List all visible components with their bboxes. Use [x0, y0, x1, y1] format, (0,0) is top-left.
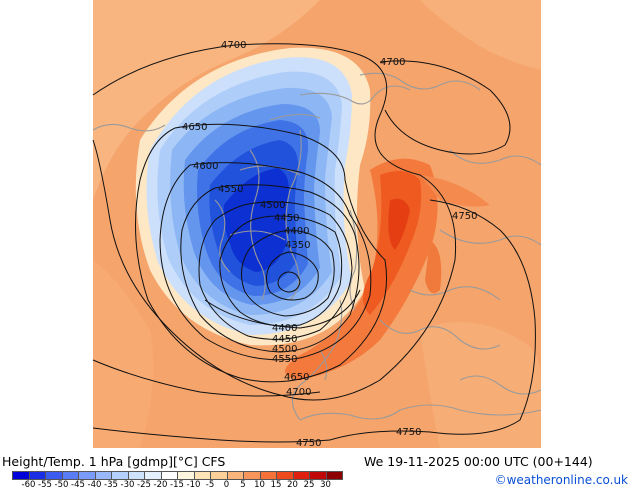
legend-swatch	[177, 471, 195, 480]
legend-tick-label: -5	[205, 480, 215, 490]
legend-swatch	[243, 471, 261, 480]
legend-tick-label: 20	[287, 480, 298, 490]
legend-swatch	[292, 471, 310, 480]
height-contours	[92, 43, 536, 443]
legend-swatch	[28, 471, 46, 480]
legend-swatch	[45, 471, 63, 480]
legend-swatch	[259, 471, 277, 480]
legend-swatch	[12, 471, 30, 480]
legend-tick-label: 30	[320, 480, 331, 490]
contour-label: 4650	[284, 372, 309, 383]
contour-label: 4400	[284, 226, 309, 237]
product-title: Height/Temp. 1 hPa [gdmp][°C] CFS	[2, 454, 226, 469]
warm-core	[388, 198, 410, 250]
map-footer: Height/Temp. 1 hPa [gdmp][°C] CFS We 19-…	[0, 448, 634, 490]
contour-4700-east	[379, 60, 511, 155]
legend-tick-label: -60	[21, 480, 36, 490]
map-panel: 4700 4700 4650 4600 4550 4500 4450 4400 …	[92, 0, 542, 448]
legend-tick-label: -30	[120, 480, 135, 490]
contour-label: 4350	[285, 240, 310, 251]
legend-tick-label: 10	[254, 480, 265, 490]
contour-4550	[180, 184, 360, 353]
contour-4750-south	[92, 427, 331, 443]
legend-swatch	[309, 471, 327, 480]
light-warm-patch	[93, 0, 320, 200]
contour-label: 4750	[452, 211, 477, 222]
contour-label: 4600	[193, 161, 218, 172]
contour-label: 4700	[286, 387, 311, 398]
legend-swatch	[111, 471, 129, 480]
contour-label: 4450	[274, 213, 299, 224]
legend-tick-label: -25	[137, 480, 151, 490]
contour-4750	[329, 199, 536, 441]
legend-tick-label: 15	[270, 480, 282, 490]
light-warm-patch	[420, 322, 541, 448]
contour-4400-outer	[204, 289, 361, 329]
legend-swatch	[226, 471, 244, 480]
legend-swatch	[325, 471, 343, 480]
contour-4400	[240, 229, 335, 317]
coastlines	[92, 72, 542, 421]
legend-tick-label: -15	[170, 480, 184, 490]
valid-time: We 19-11-2025 00:00 UTC (00+144)	[364, 454, 593, 469]
legend-tick-label: -10	[186, 480, 201, 490]
forecast-map: 4700 4700 4650 4600 4550 4500 4450 4400 …	[92, 0, 542, 448]
contour-label: 4750	[296, 438, 321, 448]
contour-4650	[135, 123, 388, 383]
contour-label: 4750	[396, 427, 421, 438]
legend-tick-label: -40	[87, 480, 102, 490]
legend-tick-label: 25	[303, 480, 315, 490]
contour-label: 4700	[221, 40, 246, 51]
light-warm-patch	[93, 260, 154, 448]
light-warm-patch	[420, 0, 541, 70]
legend-tick-label: 0	[223, 480, 230, 490]
legend-tick-label: -20	[153, 480, 168, 490]
contour-labels: 4700 4700 4650 4600 4550 4500 4450 4400 …	[182, 40, 477, 448]
site-credit-link[interactable]: ©weatheronline.co.uk	[494, 473, 628, 487]
legend-tick-label: -45	[71, 480, 85, 490]
contour-4700-west	[92, 359, 321, 397]
contour-label: 4550	[272, 354, 297, 365]
contour-4350	[266, 251, 319, 301]
contour-4500	[198, 201, 353, 340]
legend-swatch	[61, 471, 79, 480]
legend-tick-label: 5	[240, 480, 246, 490]
cold-core	[223, 168, 289, 272]
contour-label: 4650	[182, 122, 207, 133]
legend-swatch	[78, 471, 96, 480]
legend-swatch	[127, 471, 145, 480]
color-legend-ticks: -60 -55 -50 -45 -40 -35 -30 -25 -20 -15 -10 -5 0 5 10 1…	[12, 480, 362, 490]
legend-tick-label: -35	[104, 480, 118, 490]
legend-swatch	[94, 471, 112, 480]
warm-tongue	[425, 240, 442, 294]
contour-4700	[92, 43, 457, 401]
contour-4350-core	[277, 271, 301, 293]
contour-4600	[159, 162, 372, 361]
legend-swatch	[210, 471, 228, 480]
contour-label: 4450	[272, 334, 297, 345]
warm-tongue	[420, 175, 490, 207]
legend-swatch	[276, 471, 294, 480]
contour-label: 4500	[260, 200, 285, 211]
color-legend	[12, 471, 343, 480]
legend-swatch	[144, 471, 162, 480]
contour-label: 4500	[272, 344, 297, 355]
contour-label: 4700	[380, 57, 405, 68]
legend-tick-label: -55	[38, 480, 52, 490]
legend-swatch	[193, 471, 211, 480]
legend-tick-label: -50	[54, 480, 69, 490]
contour-label: 4550	[218, 184, 243, 195]
contour-label: 4400	[272, 323, 297, 334]
legend-swatch	[160, 471, 178, 480]
